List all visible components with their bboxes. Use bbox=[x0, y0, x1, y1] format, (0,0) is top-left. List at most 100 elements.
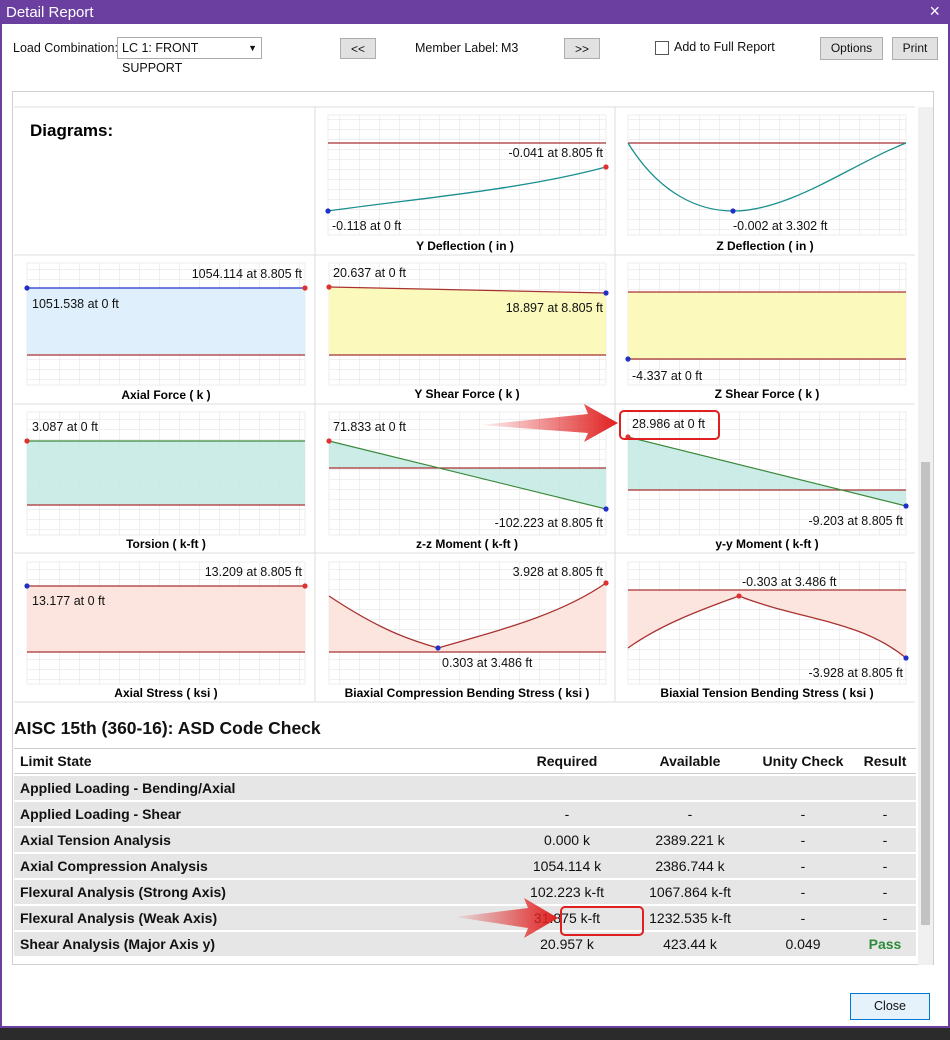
table-cell: 1067.864 k-ft bbox=[628, 880, 752, 904]
table-cell: - bbox=[854, 854, 916, 878]
diagram-label: -9.203 at 8.805 ft bbox=[808, 514, 903, 528]
diagram-label: -0.002 at 3.302 ft bbox=[733, 219, 828, 233]
column-header: Limit State bbox=[14, 748, 506, 774]
table-cell: 1232.535 k-ft bbox=[628, 906, 752, 930]
plot-area bbox=[327, 114, 607, 236]
diagram-point bbox=[903, 503, 909, 509]
title-bar: Detail Report × bbox=[0, 0, 950, 24]
diagram-fill bbox=[27, 288, 305, 355]
diagram-label: 18.897 at 8.805 ft bbox=[506, 301, 604, 315]
table-row: Flexural Analysis (Weak Axis) 31.875 k-ft… bbox=[14, 906, 916, 930]
diagram-title: Biaxial Tension Bending Stress ( ksi ) bbox=[660, 686, 873, 700]
column-header: Unity Check bbox=[752, 748, 854, 774]
diagrams-heading: Diagrams: bbox=[30, 121, 113, 140]
window-title: Detail Report bbox=[6, 4, 94, 21]
table-cell: 20.957 k bbox=[506, 932, 628, 956]
code-check-table: Limit State Required Available Unity Che… bbox=[14, 746, 916, 958]
table-cell: 1054.114 k bbox=[506, 854, 628, 878]
table-cell: Flexural Analysis (Weak Axis) bbox=[14, 906, 506, 930]
diagram-label: 13.177 at 0 ft bbox=[32, 594, 106, 608]
close-icon[interactable]: × bbox=[929, 1, 940, 21]
prev-button[interactable]: << bbox=[340, 38, 376, 59]
diagram-label: 1051.538 at 0 ft bbox=[32, 297, 119, 311]
table-cell bbox=[506, 776, 628, 800]
diagram-line bbox=[328, 286, 607, 294]
print-button[interactable]: Print bbox=[892, 37, 938, 60]
table-cell: Shear Analysis (Major Axis y) bbox=[14, 932, 506, 956]
diagram-title: Y Shear Force ( k ) bbox=[414, 387, 519, 401]
diagram-label: 3.087 at 0 ft bbox=[32, 420, 99, 434]
diagram-label: -4.337 at 0 ft bbox=[632, 369, 703, 383]
load-combination-select[interactable]: LC 1: FRONT SUPPORT ▼ bbox=[117, 37, 262, 75]
diagram-line bbox=[627, 436, 907, 507]
diagram-point bbox=[903, 655, 909, 661]
diagram-label: 0.303 at 3.486 ft bbox=[442, 656, 533, 670]
next-button[interactable]: >> bbox=[564, 38, 600, 59]
diagram-label: -102.223 at 8.805 ft bbox=[495, 516, 604, 530]
add-report-label[interactable]: Add to Full Report bbox=[674, 40, 775, 54]
table-cell: Applied Loading - Shear bbox=[14, 802, 506, 826]
close-button[interactable]: Close bbox=[850, 993, 930, 1020]
member-label-label: Member Label: bbox=[415, 41, 499, 55]
diagram-label: 3.928 at 8.805 ft bbox=[513, 565, 604, 579]
diagram-line bbox=[328, 440, 607, 510]
load-combination-label: Load Combination: bbox=[13, 41, 118, 55]
table-cell: - bbox=[752, 906, 854, 930]
table-row: Shear Analysis (Major Axis y) 20.957 k 423… bbox=[14, 932, 916, 956]
diagram-point bbox=[603, 580, 609, 586]
diagram-point bbox=[302, 583, 308, 589]
table-cell: 0.000 k bbox=[506, 828, 628, 852]
diagram-fill bbox=[628, 590, 906, 658]
table-cell: - bbox=[854, 828, 916, 852]
table-cell: Axial Tension Analysis bbox=[14, 828, 506, 852]
table-cell: 102.223 k-ft bbox=[506, 880, 628, 904]
diagram-point bbox=[736, 593, 742, 599]
diagram-title: Axial Force ( k ) bbox=[121, 388, 210, 402]
diagram-title: Z Deflection ( in ) bbox=[716, 239, 813, 253]
scrollbar-thumb[interactable] bbox=[921, 462, 930, 925]
diagram-label: 13.209 at 8.805 ft bbox=[205, 565, 303, 579]
panel-edge bbox=[8, 966, 933, 972]
table-cell: - bbox=[854, 906, 916, 930]
table-row: Applied Loading - Shear - - - - bbox=[14, 802, 916, 826]
table-cell: - bbox=[628, 802, 752, 826]
table-cell bbox=[854, 776, 916, 800]
diagram-label: 1054.114 at 8.805 ft bbox=[192, 267, 303, 281]
column-header: Result bbox=[854, 748, 916, 774]
column-header: Required bbox=[506, 748, 628, 774]
table-cell bbox=[752, 776, 854, 800]
diagram-label: -0.118 at 0 ft bbox=[332, 219, 402, 233]
diagram-title: Y Deflection ( in ) bbox=[416, 239, 514, 253]
table-row: Axial Tension Analysis 0.000 k 2389.221 k-… bbox=[14, 828, 916, 852]
diagram-point bbox=[302, 285, 308, 291]
table-cell: - bbox=[752, 880, 854, 904]
scrollbar[interactable] bbox=[918, 107, 933, 965]
diagram-point bbox=[603, 164, 609, 170]
diagram-label: 20.637 at 0 ft bbox=[333, 266, 407, 280]
diagram-point bbox=[24, 285, 30, 291]
diagram-curve bbox=[327, 166, 607, 212]
table-cell: - bbox=[506, 802, 628, 826]
diagram-point bbox=[730, 208, 736, 214]
diagram-label: 28.986 at 0 ft bbox=[632, 417, 706, 431]
table-row: Applied Loading - Bending/Axial bbox=[14, 776, 916, 800]
table-cell: 423.44 k bbox=[628, 932, 752, 956]
diagram-fill bbox=[329, 287, 606, 355]
diagram-point bbox=[625, 434, 631, 440]
taskbar bbox=[0, 1028, 950, 1040]
plot-area bbox=[627, 114, 907, 236]
table-row: Axial Compression Analysis 1054.114 k 2386… bbox=[14, 854, 916, 878]
table-cell: - bbox=[752, 802, 854, 826]
code-check-title: AISC 15th (360-16): ASD Code Check bbox=[14, 718, 321, 738]
table-cell: - bbox=[752, 854, 854, 878]
table-cell: Pass bbox=[854, 932, 916, 956]
diagram-title: Biaxial Compression Bending Stress ( ksi… bbox=[345, 686, 590, 700]
diagram-point bbox=[326, 438, 332, 444]
table-cell: - bbox=[854, 802, 916, 826]
add-report-checkbox[interactable] bbox=[655, 41, 669, 55]
dropdown-arrow: ▼ bbox=[248, 43, 257, 53]
options-button[interactable]: Options bbox=[820, 37, 883, 60]
diagram-title: Z Shear Force ( k ) bbox=[715, 387, 820, 401]
